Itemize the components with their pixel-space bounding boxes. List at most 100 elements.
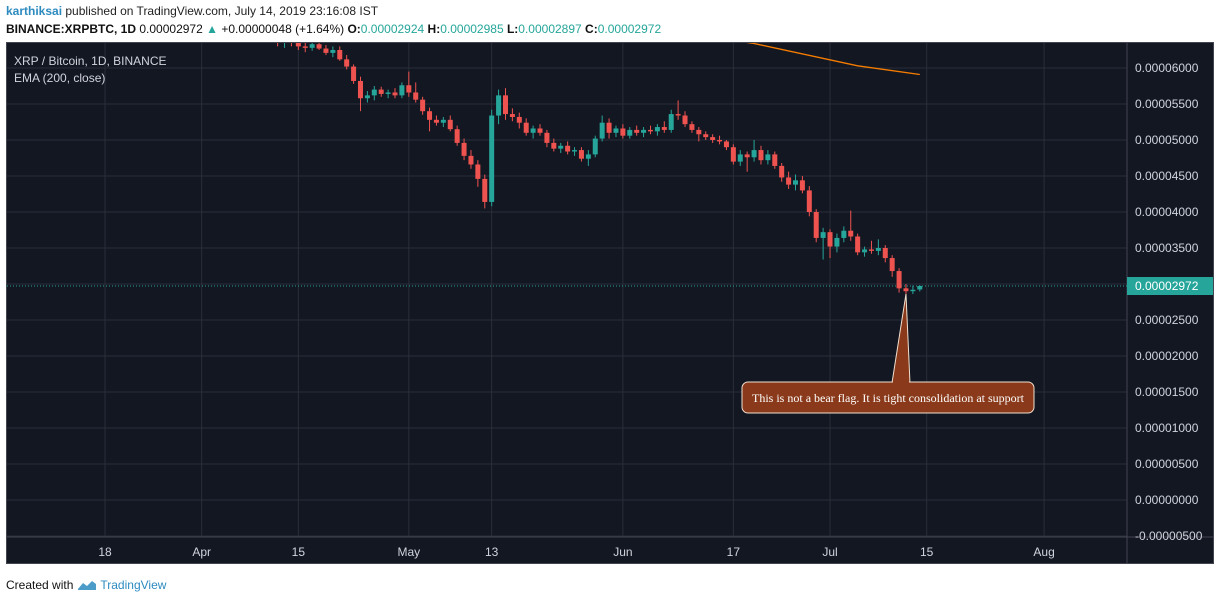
candle xyxy=(620,124,626,139)
y-tick-label: 0.00001000 xyxy=(1135,421,1199,435)
candle xyxy=(447,115,453,132)
candle-body xyxy=(420,99,426,112)
last-price-tag-label: 0.00002972 xyxy=(1135,279,1199,293)
candle xyxy=(551,138,557,152)
candle xyxy=(475,160,481,187)
candle xyxy=(357,76,363,112)
tradingview-brand[interactable]: TradingView xyxy=(77,578,166,592)
candle-body xyxy=(502,95,508,115)
candle xyxy=(344,55,350,70)
published-text: published on TradingView.com, July 14, 2… xyxy=(62,4,379,18)
candle xyxy=(779,163,785,182)
candle xyxy=(502,88,508,120)
candle-body xyxy=(516,116,522,123)
candle xyxy=(627,127,633,139)
candle xyxy=(509,108,515,122)
candle xyxy=(772,151,778,169)
candle-body xyxy=(392,92,398,96)
candle-body xyxy=(793,180,798,185)
close-label: C: xyxy=(585,22,598,36)
author-name[interactable]: karthiksai xyxy=(6,4,63,18)
last-price-tag-bg xyxy=(1127,277,1213,296)
candle xyxy=(378,86,384,97)
candle-body xyxy=(620,128,626,136)
candle xyxy=(703,131,709,140)
candle-body xyxy=(468,155,474,165)
brand-label: TradingView xyxy=(100,578,167,592)
candle-body xyxy=(799,180,805,191)
footer: Created with TradingView xyxy=(6,576,166,594)
candle-body xyxy=(378,89,384,94)
candle xyxy=(682,111,688,128)
candle xyxy=(468,150,474,169)
y-tick-label: -0.00000500 xyxy=(1135,529,1203,543)
candle xyxy=(903,284,909,295)
candle-body xyxy=(723,141,729,148)
candle xyxy=(289,41,294,47)
candle-body xyxy=(634,129,640,133)
x-tick-label: Apr xyxy=(192,545,211,559)
candle-body xyxy=(413,92,419,100)
candle-body xyxy=(862,249,868,253)
publish-info: karthiksai published on TradingView.com,… xyxy=(6,4,378,20)
candle-body xyxy=(433,119,439,123)
candle-body xyxy=(779,165,785,178)
candle-body xyxy=(565,145,571,152)
candle xyxy=(371,86,377,101)
candle xyxy=(585,150,591,166)
candle xyxy=(793,174,798,191)
candle xyxy=(489,109,495,207)
ohlc-header: BINANCE:XRPBTC, 1D 0.00002972 ▲ +0.00000… xyxy=(6,22,661,38)
y-tick-label: 0.00000000 xyxy=(1135,493,1199,507)
candle-body xyxy=(661,127,667,130)
candle-body xyxy=(772,154,778,166)
candle xyxy=(516,112,522,129)
ema-line xyxy=(746,43,920,76)
candle-body xyxy=(337,50,343,60)
annotation-text: This is not a bear flag. It is tight con… xyxy=(752,391,1025,405)
candle xyxy=(813,209,819,243)
candle xyxy=(592,135,598,158)
candle-body xyxy=(289,41,294,43)
x-tick-label: 13 xyxy=(485,545,499,559)
y-tick-label: 0.00002000 xyxy=(1135,349,1199,363)
candle xyxy=(399,82,405,99)
candle-body xyxy=(454,129,460,143)
candle xyxy=(427,107,433,132)
candle xyxy=(565,141,571,155)
candle-body xyxy=(613,128,619,133)
last-price-tag: 0.00002972 xyxy=(1127,277,1213,296)
candle-body xyxy=(371,89,377,96)
annotation-box xyxy=(741,381,1035,414)
candle-body xyxy=(917,286,923,290)
candle-body xyxy=(309,44,315,48)
candle xyxy=(689,121,695,133)
y-tick-label: 0.00006000 xyxy=(1135,61,1199,75)
candle xyxy=(730,144,736,165)
tradingview-logo-icon xyxy=(78,581,97,590)
candle-body xyxy=(316,44,322,49)
candle-body xyxy=(834,237,840,247)
candle xyxy=(827,229,833,259)
candle-body xyxy=(489,115,495,202)
symbol-label: BINANCE:XRPBTC, 1D xyxy=(6,22,137,36)
candle-body xyxy=(758,150,764,161)
annotation-pointer xyxy=(891,294,911,384)
y-tick-label: 0.00004500 xyxy=(1135,169,1199,183)
low-value: 0.00002897 xyxy=(518,22,582,36)
candle-body xyxy=(730,147,736,162)
pair-label: XRP / Bitcoin, 1D, BINANCE xyxy=(14,54,167,68)
candle-body xyxy=(765,154,771,161)
candle xyxy=(834,233,840,253)
candle-body xyxy=(806,190,812,212)
candle xyxy=(765,150,771,165)
candle-body xyxy=(813,212,819,238)
candle-body xyxy=(344,59,350,67)
candle-body xyxy=(351,66,357,81)
candle-body xyxy=(910,289,916,292)
candle-body xyxy=(475,164,481,179)
candle-body xyxy=(641,129,647,133)
candle-body xyxy=(675,114,681,116)
candle-body xyxy=(668,114,674,130)
